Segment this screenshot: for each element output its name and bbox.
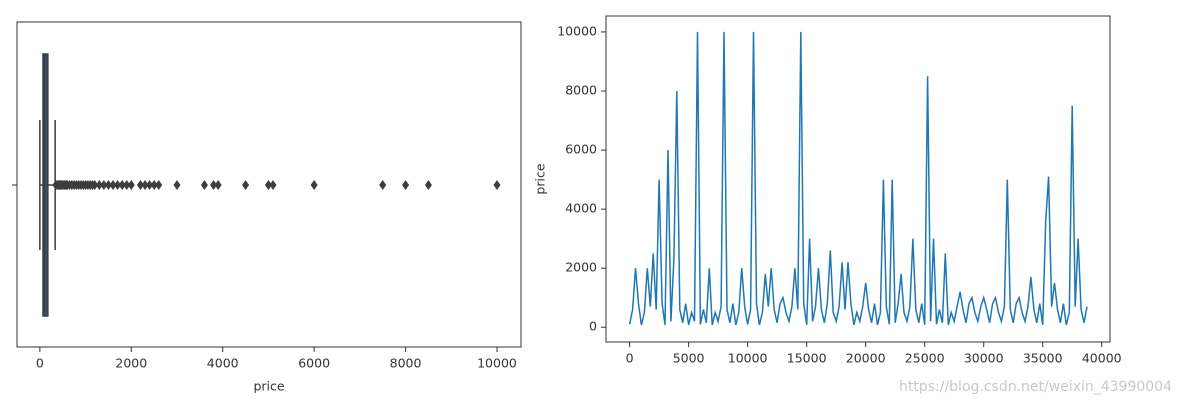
outlier <box>210 180 218 190</box>
outlier <box>155 180 163 190</box>
outlier <box>136 180 144 190</box>
y-tick-label: 4000 <box>565 201 597 216</box>
x-tick-label: 6000 <box>298 356 330 371</box>
y-tick-label: 10000 <box>557 23 597 38</box>
x-tick-label: 5000 <box>673 351 705 366</box>
x-tick-label: 10000 <box>477 356 517 371</box>
x-tick-label: 30000 <box>964 351 1004 366</box>
x-tick-label: 2000 <box>115 356 147 371</box>
x-tick-label: 8000 <box>390 356 422 371</box>
outlier <box>141 180 149 190</box>
outlier <box>493 180 501 190</box>
outlier <box>214 180 222 190</box>
x-tick-label: 15000 <box>787 351 827 366</box>
x-tick-label: 40000 <box>1082 351 1122 366</box>
outlier <box>123 180 131 190</box>
axes-frame <box>605 15 1111 343</box>
box <box>42 53 49 317</box>
x-tick-label: 25000 <box>905 351 945 366</box>
y-tick-label: 8000 <box>565 83 597 98</box>
outlier <box>118 180 126 190</box>
outlier <box>379 180 387 190</box>
y-tick-label: 6000 <box>565 142 597 157</box>
x-tick-label: 0 <box>36 356 44 371</box>
outlier <box>269 180 277 190</box>
outlier <box>127 180 135 190</box>
outlier <box>146 180 154 190</box>
outlier <box>264 180 272 190</box>
y-axis-label: price <box>533 163 548 194</box>
outlier <box>104 180 112 190</box>
x-tick-label: 20000 <box>846 351 886 366</box>
outlier <box>424 180 432 190</box>
outlier <box>173 180 181 190</box>
x-tick-label: 4000 <box>207 356 239 371</box>
outlier <box>114 180 122 190</box>
outlier <box>150 180 158 190</box>
x-tick-label: 0 <box>626 351 634 366</box>
y-tick-label: 2000 <box>565 260 597 275</box>
outlier <box>310 180 318 190</box>
outlier <box>242 180 250 190</box>
watermark: https://blog.csdn.net/weixin_43990004 <box>899 379 1172 395</box>
x-tick-label: 10000 <box>728 351 768 366</box>
y-tick-label: 0 <box>589 319 597 334</box>
outlier <box>109 180 117 190</box>
outlier <box>91 180 99 190</box>
x-axis-label: price <box>253 379 284 394</box>
outlier <box>402 180 410 190</box>
outlier <box>95 180 103 190</box>
x-tick-label: 35000 <box>1023 351 1063 366</box>
axes-frame <box>16 21 522 348</box>
price-line <box>628 31 1088 326</box>
outlier <box>200 180 208 190</box>
outlier <box>100 180 108 190</box>
